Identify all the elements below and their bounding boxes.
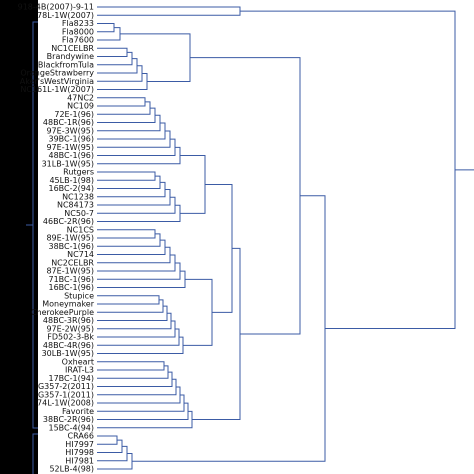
side-panel — [0, 0, 38, 474]
leaf-label: CRA66 — [68, 432, 94, 441]
leaf-label: BlackfromTula — [38, 60, 94, 69]
leaf-label: 918-4B(2007)-9-11 — [18, 3, 94, 12]
leaf-label: Fla8000 — [62, 27, 94, 36]
leaf-label: 89E-1W(95) — [46, 234, 94, 243]
leaf-label: HI7997 — [65, 440, 94, 449]
leaf-label: NC2CELBR — [51, 258, 94, 267]
leaf-label: NC1CELBR — [51, 44, 94, 53]
leaf-label: 71BC-1(96) — [48, 275, 94, 284]
leaf-label: FD502-3-Bk — [47, 333, 94, 342]
leaf-label: Brandywine — [47, 52, 94, 61]
leaf-label: Fla7600 — [62, 36, 94, 45]
leaf-label: NC84173 — [57, 201, 94, 210]
leaf-label: 48BC-1R(96) — [43, 118, 94, 127]
leaf-label: 97E-3W(95) — [46, 126, 94, 135]
leaf-label: 31LB-1W(95) — [42, 159, 94, 168]
leaf-label: NC714 — [67, 250, 94, 259]
leaf-label: 17BC-1(94) — [48, 374, 94, 383]
leaf-label: 38BC-1(96) — [48, 242, 94, 251]
leaf-label: HI7981 — [65, 456, 94, 465]
leaf-label: 46BC-2R(96) — [43, 217, 94, 226]
leaf-label: 47NC2 — [67, 93, 94, 102]
leaf-label: 16BC-2(94) — [48, 184, 94, 193]
leaf-label: 74L-1W(2008) — [37, 399, 94, 408]
leaf-label: 30LB-1W(95) — [42, 349, 94, 358]
leaf-label: 97E-2W(95) — [46, 324, 94, 333]
leaf-label: IRAT-L3 — [65, 366, 94, 375]
leaf-label: 39BC-1(96) — [48, 135, 94, 144]
leaf-label: 97E-1W(95) — [46, 143, 94, 152]
leaf-label: 72E-1(96) — [54, 110, 94, 119]
tree-branches — [97, 6, 474, 470]
leaf-label: 78L-1W(2007) — [37, 11, 94, 20]
leaf-label: Fla8233 — [62, 19, 94, 28]
leaf-label: 45LB-1(98) — [49, 176, 94, 185]
leaf-label: Oxheart — [62, 357, 94, 366]
leaf-label: HI7998 — [65, 448, 94, 457]
leaf-label: 48BC-3R(96) — [43, 316, 94, 325]
leaf-label: 52LB-4(98) — [49, 465, 94, 474]
leaf-label: NC1238 — [62, 192, 94, 201]
leaf-label: Moneymaker — [42, 300, 94, 309]
leaf-label: 16BC-1(96) — [48, 283, 94, 292]
leaf-label: G357-1(2011) — [38, 390, 94, 399]
leaf-label: 48BC-1(96) — [48, 151, 94, 160]
leaf-label: OrangeStrawberry — [20, 69, 94, 78]
leaf-label: CherokeePurple — [31, 308, 94, 317]
side-bracket — [26, 21, 38, 474]
leaf-label: G357-2(2011) — [38, 382, 94, 391]
leaf-label: NC109 — [67, 102, 94, 111]
leaf-label: Rutgers — [63, 168, 94, 177]
leaf-label: NC161L-1W(2007) — [20, 85, 94, 94]
leaf-label: 87E-1W(95) — [46, 267, 94, 276]
leaf-label: NC50-7 — [64, 209, 94, 218]
leaf-label: NC1CS — [67, 225, 94, 234]
leaf-label: 48BC-4R(96) — [43, 341, 94, 350]
leaf-label: 38BC-2R(96) — [43, 415, 94, 424]
leaf-label: 15BC-4(94) — [48, 423, 94, 432]
leaf-label: Aker'sWestVirginia — [20, 77, 94, 86]
leaf-label: Stupice — [64, 291, 94, 300]
leaf-label: Favorite — [62, 407, 94, 416]
